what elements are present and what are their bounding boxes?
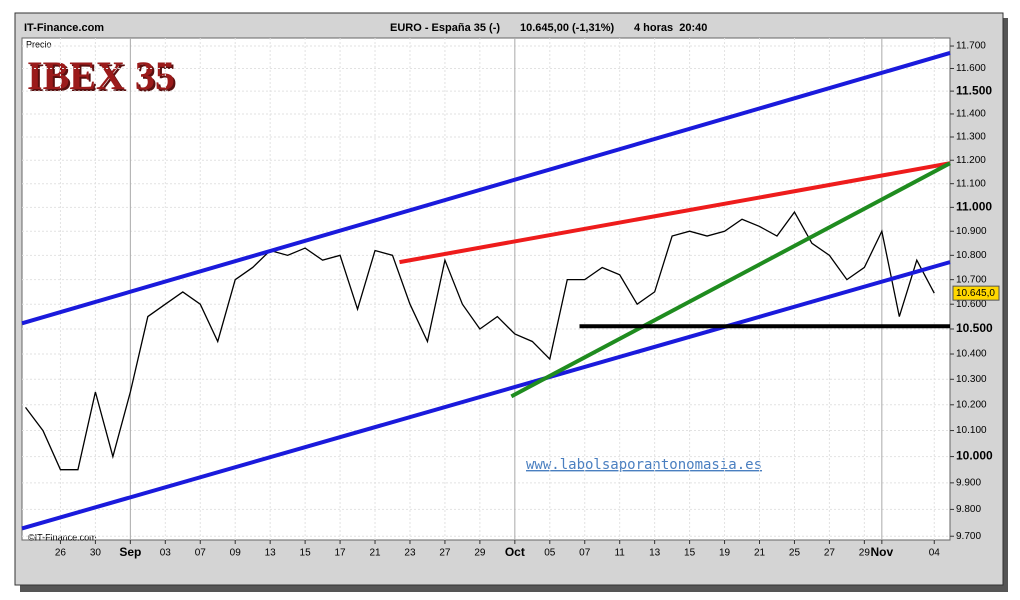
x-tick-label: 13 bbox=[265, 548, 277, 559]
x-tick-label: Sep bbox=[119, 545, 141, 559]
x-tick-label: 25 bbox=[789, 548, 801, 559]
x-tick-label: 07 bbox=[195, 548, 207, 559]
x-tick-label: 11 bbox=[614, 548, 625, 559]
quote: 10.645,00 (-1,31%) bbox=[520, 22, 615, 34]
y-tick-label: 11.400 bbox=[956, 109, 986, 120]
x-tick-label: 05 bbox=[544, 548, 556, 559]
y-tick-label: 10.000 bbox=[956, 449, 993, 463]
price-line bbox=[24, 210, 935, 471]
x-tick-label: 15 bbox=[684, 548, 696, 559]
x-tick-label: 04 bbox=[929, 548, 941, 559]
plot-area bbox=[21, 37, 951, 541]
x-tick-label: 13 bbox=[649, 548, 661, 559]
x-tick-label: 19 bbox=[719, 548, 731, 559]
y-tick-label: 11.600 bbox=[956, 63, 986, 74]
y-tick-label: 9.700 bbox=[956, 531, 981, 542]
y-tick-label: 9.900 bbox=[956, 477, 981, 488]
y-tick-label: 11.700 bbox=[956, 41, 986, 52]
x-tick-label: 27 bbox=[824, 548, 836, 559]
x-tick-label: 07 bbox=[579, 548, 591, 559]
y-tick-label: 9.800 bbox=[956, 504, 981, 515]
x-tick-label: 29 bbox=[859, 548, 871, 559]
y-tick-label: 10.500 bbox=[956, 321, 993, 335]
x-tick-label: 21 bbox=[369, 548, 381, 559]
x-tick-label: 21 bbox=[754, 548, 766, 559]
copyright: ©IT-Finance.com bbox=[28, 532, 97, 542]
y-tick-label: 10.800 bbox=[956, 250, 987, 261]
x-tick-label: 09 bbox=[230, 548, 242, 559]
trendline bbox=[510, 161, 951, 399]
watermark: www.labolsaporantonomasia.es bbox=[526, 457, 762, 473]
x-tick-label: 26 bbox=[55, 548, 67, 559]
x-tick-label: 27 bbox=[439, 548, 451, 559]
y-tick-label: 11.100 bbox=[956, 178, 986, 189]
trendline bbox=[399, 161, 951, 265]
last-price-label: 10.645,0 bbox=[956, 288, 995, 299]
x-tick-label: 03 bbox=[160, 548, 172, 559]
y-tick-label: 10.600 bbox=[956, 299, 987, 310]
trendline bbox=[21, 51, 951, 326]
period: 4 horas 20:40 bbox=[634, 22, 707, 34]
x-tick-label: 30 bbox=[90, 548, 102, 559]
trendline bbox=[21, 260, 951, 531]
last-price-box bbox=[952, 285, 1000, 301]
title-shadow: IBEX 35 bbox=[29, 55, 177, 100]
y-tick-label: 11.500 bbox=[956, 83, 992, 97]
x-tick-label: 15 bbox=[300, 548, 312, 559]
instrument: EURO - España 35 (-) bbox=[390, 22, 500, 34]
y-tick-label: 11.000 bbox=[956, 200, 992, 214]
y-tick-label: 11.300 bbox=[956, 132, 986, 143]
y-tick-label: 10.700 bbox=[956, 274, 987, 285]
y-tick-label: 10.900 bbox=[956, 226, 987, 237]
x-tick-label: 17 bbox=[335, 548, 347, 559]
y-tick-label: 11.200 bbox=[956, 155, 986, 166]
x-tick-label: Oct bbox=[505, 545, 525, 559]
source: IT-Finance.com bbox=[24, 22, 104, 34]
y-tick-label: 10.100 bbox=[956, 425, 987, 436]
y-tick-label: 10.200 bbox=[956, 399, 987, 410]
x-tick-label: 23 bbox=[404, 548, 416, 559]
title: IBEX 35 bbox=[27, 53, 175, 98]
y-tick-label: 10.300 bbox=[956, 374, 987, 385]
y-tick-label: 10.400 bbox=[956, 349, 987, 360]
x-tick-label: Nov bbox=[871, 545, 894, 559]
x-tick-label: 29 bbox=[474, 548, 486, 559]
y-label: Precio bbox=[26, 39, 52, 49]
